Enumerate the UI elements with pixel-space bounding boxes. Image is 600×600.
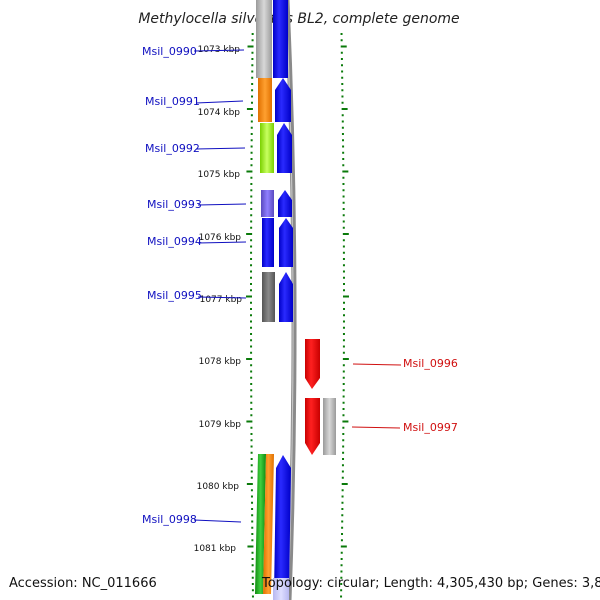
gene-label-layer: Msil_0990 Msil_0991 Msil_0992 Msil_0993 … (142, 45, 458, 526)
forward-cds-arrow (279, 272, 293, 322)
gene-label-forward[interactable]: Msil_0993 (147, 198, 202, 211)
topology-text: Topology: circular; Length: 4,305,430 bp… (261, 576, 600, 591)
gene-label-forward[interactable]: Msil_0991 (145, 95, 200, 108)
kbp-label: 1079 kbp (199, 420, 242, 430)
gene-label-forward[interactable]: Msil_0994 (147, 235, 202, 248)
reverse-cds-arrow (305, 398, 320, 455)
gene-feature-cog-grey-0997 (323, 398, 336, 455)
reverse-strand-track (305, 339, 320, 455)
gene-feature-cog-purple-0993 (261, 190, 274, 217)
kbp-ticks-inner (246, 33, 254, 598)
genome-backbone (284, 0, 297, 600)
gene-label-leader (195, 100, 244, 104)
gene-label-leader (195, 147, 246, 150)
forward-cds-arrow (274, 455, 291, 594)
forward-cds-pale-segment (273, 578, 289, 600)
gene-feature-cog-lime-0992 (260, 123, 274, 173)
kbp-label: 1080 kbp (197, 482, 240, 492)
kbp-label: 1076 kbp (199, 233, 242, 243)
gene-label-forward[interactable]: Msil_0992 (145, 142, 200, 155)
kbp-label: 1075 kbp (198, 170, 241, 180)
gene-feature-cog-darkgrey-0995 (262, 272, 275, 322)
kbp-label: 1078 kbp (199, 357, 242, 367)
map-title: Methylocella silvestris BL2, complete ge… (138, 11, 459, 27)
gene-label-leader (352, 363, 402, 366)
reverse-cds-arrow (305, 339, 320, 389)
kbp-label: 1073 kbp (198, 45, 241, 55)
kbp-label: 1077 kbp (200, 295, 243, 305)
gene-label-leader (193, 49, 245, 52)
forward-strand-track (273, 0, 293, 600)
gene-label-leader (351, 426, 401, 429)
forward-cds-arrow (273, 0, 288, 78)
gene-feature-cog-orange-0991 (258, 78, 272, 122)
gene-label-leader (193, 519, 242, 523)
accession-text: Accession: NC_011666 (9, 576, 157, 591)
kbp-label: 1074 kbp (198, 108, 241, 118)
gene-label-leader (197, 203, 247, 206)
forward-cds-arrow (279, 218, 293, 267)
kbp-labels: 1073 kbp 1074 kbp 1075 kbp 1076 kbp 1077… (194, 45, 243, 554)
gene-label-reverse[interactable]: Msil_0996 (403, 357, 458, 370)
gene-label-forward[interactable]: Msil_0998 (142, 513, 197, 526)
cog-feature-track (255, 0, 336, 594)
kbp-ticks-outer (340, 33, 349, 598)
gene-feature-cog-blue-0994 (262, 218, 274, 267)
gene-feature-cog-green-0998 (255, 454, 266, 594)
kbp-label: 1081 kbp (194, 544, 237, 554)
forward-cds-arrow (278, 190, 292, 217)
forward-cds-arrow (275, 78, 291, 122)
gene-label-forward[interactable]: Msil_0990 (142, 45, 197, 58)
gene-feature-cog-grey-0990 (256, 0, 272, 78)
gene-label-leader (197, 296, 247, 299)
gene-label-reverse[interactable]: Msil_0997 (403, 421, 458, 434)
gene-label-forward[interactable]: Msil_0995 (147, 289, 202, 302)
forward-cds-arrow (277, 123, 292, 173)
gene-label-leader (197, 241, 247, 244)
gene-feature-cog-orange-0998 (263, 454, 274, 594)
